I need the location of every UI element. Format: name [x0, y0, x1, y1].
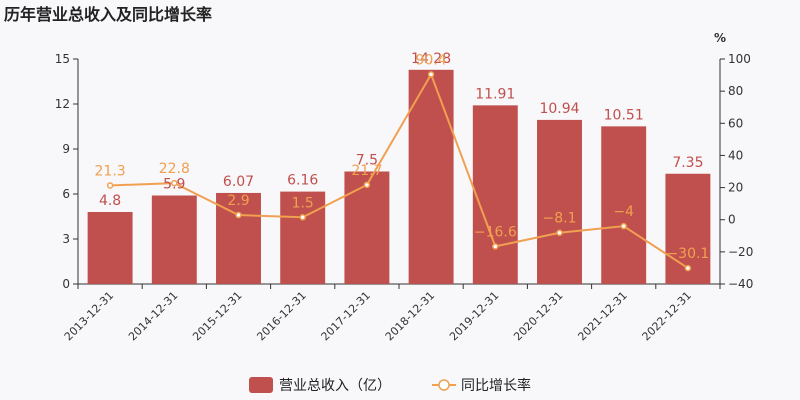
- x-axis-tick-label: 2013-12-31: [62, 289, 116, 343]
- growth-value-label: −8.1: [543, 211, 577, 227]
- bar: [601, 126, 647, 284]
- bar-value-label: 7.35: [672, 155, 703, 171]
- growth-point: [171, 179, 178, 187]
- bar-value-label: 10.94: [539, 101, 579, 117]
- growth-value-label: 21.3: [95, 163, 126, 179]
- chart-title: 历年营业总收入及同比增长率: [4, 5, 212, 24]
- bar-value-label: 14.28: [411, 51, 451, 67]
- growth-point: [363, 181, 371, 189]
- growth-value-label: 22.8: [159, 161, 190, 177]
- growth-point: [620, 222, 627, 230]
- bar-value-label: 10.51: [604, 107, 644, 123]
- bar-value-label: 6.16: [287, 173, 318, 189]
- growth-value-label: −30.1: [666, 246, 709, 262]
- growth-value-label: 21.7: [351, 163, 382, 179]
- legend-line-label: 同比增长率: [461, 377, 531, 394]
- bar-value-label: 4.8: [99, 193, 121, 209]
- x-axis-tick-label: 2021-12-31: [575, 289, 629, 343]
- x-axis-tick-label: 2018-12-31: [383, 289, 437, 343]
- right-axis-tick-label: 100: [728, 52, 751, 66]
- growth-value-label: 2.9: [227, 193, 249, 209]
- right-axis-tick-label: 40: [728, 148, 743, 162]
- legend-line-marker: [438, 379, 450, 391]
- bar-value-label: 11.91: [475, 86, 515, 102]
- bar: [280, 191, 326, 284]
- left-axis-tick-label: 15: [55, 52, 70, 66]
- x-axis-tick-label: 2019-12-31: [447, 289, 501, 343]
- growth-value-label: 1.5: [292, 195, 314, 211]
- bar: [537, 119, 582, 285]
- left-axis-tick-label: 12: [55, 97, 70, 111]
- legend-bar-label: 营业总收入（亿）: [279, 378, 391, 394]
- growth-point: [106, 182, 114, 189]
- x-axis-tick-label: 2020-12-31: [511, 289, 565, 343]
- growth-point: [492, 243, 499, 250]
- right-axis-tick-label: −40: [728, 277, 753, 291]
- growth-value-label: −16.6: [474, 224, 517, 240]
- left-axis-tick-label: 6: [62, 187, 70, 201]
- right-axis-tick-label: −20: [728, 245, 753, 259]
- left-axis-tick-label: 9: [62, 142, 70, 156]
- bar: [344, 171, 390, 284]
- left-axis-tick-label: 3: [62, 232, 70, 246]
- bar: [87, 212, 133, 284]
- bar: [472, 105, 518, 284]
- x-axis-tick-label: 2014-12-31: [126, 289, 180, 343]
- bar-value-label: 5.9: [163, 177, 185, 193]
- right-axis-tick-label: 20: [728, 181, 743, 195]
- legend-bar-swatch: [249, 377, 273, 393]
- bar: [151, 195, 197, 284]
- x-axis-tick-label: 2016-12-31: [254, 289, 308, 343]
- x-axis-tick-label: 2022-12-31: [640, 289, 694, 343]
- data-labels: 4.8 5.9 6.07 6.16 7.5 14.28 11.91 10.94 10.51 7.3…: [95, 51, 710, 262]
- bar-value-label: 6.07: [223, 174, 254, 190]
- bar-series: [87, 69, 711, 285]
- growth-point: [427, 71, 435, 78]
- line-series: [106, 71, 692, 272]
- growth-point: [684, 264, 692, 272]
- right-axis-tick-label: 60: [728, 116, 743, 130]
- growth-point: [235, 211, 242, 219]
- right-axis-tick-label: 80: [728, 84, 743, 98]
- x-axis-tick-label: 2015-12-31: [190, 289, 244, 343]
- right-axis-unit: %: [714, 31, 726, 45]
- left-axis-tick-label: 0: [62, 277, 70, 291]
- growth-line: [110, 72, 689, 269]
- bar: [408, 69, 454, 284]
- growth-value-label: −4: [613, 204, 634, 220]
- growth-point: [556, 229, 563, 236]
- right-axis-tick-label: 0: [728, 213, 736, 227]
- bar-value-label: 7.5: [356, 153, 378, 169]
- growth-value-label: 90.4: [416, 52, 447, 68]
- x-axis-tick-label: 2017-12-31: [319, 289, 373, 343]
- growth-point: [299, 214, 306, 221]
- legend[interactable]: 营业总收入（亿） 同比增长率: [249, 377, 531, 394]
